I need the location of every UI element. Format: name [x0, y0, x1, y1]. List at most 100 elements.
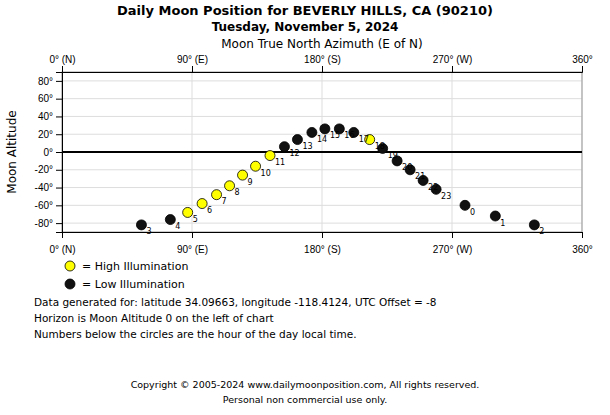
point	[490, 211, 500, 221]
hour-label: 10	[261, 169, 271, 178]
hour-label: 8	[235, 188, 240, 197]
point	[265, 151, 275, 161]
hour-label: 18	[375, 142, 385, 151]
tick: 360°	[572, 54, 593, 72]
hour-label: 0	[470, 208, 475, 217]
title: Daily Moon Position for BEVERLY HILLS, C…	[117, 3, 493, 18]
tick: -60°	[35, 200, 62, 211]
x-axis-top: 0° (N) 90° (E) 180° (S) 270° (W) 360°	[49, 54, 592, 73]
tick: -20°	[35, 164, 62, 175]
series	[183, 135, 375, 218]
tick-label: -80°	[35, 218, 53, 229]
tick-label: 0°	[43, 147, 53, 158]
hour-label: 15	[330, 131, 340, 140]
horizon-line	[62, 151, 582, 153]
tick-label: 360°	[572, 244, 593, 255]
legend: = High Illumination = Low Illumination	[65, 260, 188, 291]
credits: Copyright © 2005-2024 www.dailymoonposit…	[131, 379, 480, 405]
tick-mark	[582, 66, 583, 72]
hour-label: 22	[428, 183, 438, 192]
point	[238, 170, 248, 180]
tick: 360°	[572, 232, 593, 255]
tick-mark	[192, 66, 193, 72]
tick-label: 360°	[572, 54, 593, 65]
hour-label: 21	[415, 172, 425, 181]
chart-svg: Daily Moon Position for BEVERLY HILLS, C…	[0, 0, 610, 415]
tick-mark	[62, 66, 63, 72]
tick: -40°	[35, 182, 62, 193]
legend-label: = High Illumination	[82, 260, 188, 273]
tick-label: 270° (W)	[433, 244, 473, 255]
tick-mark	[56, 188, 62, 189]
tick: 60°	[38, 93, 62, 104]
hour-label: 9	[248, 178, 253, 187]
tick-mark	[582, 232, 583, 238]
tick-mark	[56, 81, 62, 82]
point	[307, 127, 317, 137]
footer-line: Numbers below the circles are the hour o…	[34, 328, 357, 340]
point-labels: 56789101118341213141516171920212223012	[146, 131, 544, 236]
hour-label: 4	[175, 222, 180, 231]
grid-line-y	[62, 205, 582, 206]
tick: 0° (N)	[49, 232, 75, 255]
tick: 0°	[43, 147, 62, 158]
hour-label: 17	[359, 135, 369, 144]
hour-label: 6	[207, 206, 212, 215]
tick-label: 0° (N)	[49, 244, 75, 255]
point	[279, 142, 289, 152]
tick-label: -40°	[35, 182, 53, 193]
grid-line-y	[62, 80, 582, 81]
axis-line	[63, 233, 583, 239]
legend-label: = Low Illumination	[82, 278, 185, 291]
tick-label: 0° (N)	[49, 54, 75, 65]
tick-mark	[322, 232, 323, 238]
tick-label: 90° (E)	[177, 244, 208, 255]
hour-label: 19	[388, 151, 398, 160]
grid-line-y	[62, 187, 582, 188]
footer: Data generated for: latitude 34.09663, l…	[34, 296, 437, 340]
tick: 180° (S)	[304, 54, 341, 72]
point	[165, 215, 175, 225]
point	[292, 135, 302, 145]
hour-label: 5	[193, 215, 198, 224]
tick: 0° (N)	[49, 54, 75, 72]
axis-line	[63, 66, 583, 73]
plot-frame	[62, 72, 582, 232]
hour-label: 13	[302, 142, 312, 151]
tick-label: -20°	[35, 164, 53, 175]
tick-label: 180° (S)	[304, 54, 341, 65]
credit-line: Copyright © 2005-2024 www.dailymoonposit…	[131, 379, 480, 390]
tick-mark	[56, 116, 62, 117]
grid-line-y	[62, 169, 582, 170]
point	[460, 200, 470, 210]
tick-mark	[56, 170, 62, 171]
tick: 90° (E)	[177, 54, 208, 72]
series	[136, 124, 539, 230]
tick: 180° (S)	[304, 232, 341, 255]
tick-mark	[452, 66, 453, 72]
tick: 20°	[38, 129, 62, 140]
tick-mark	[322, 66, 323, 72]
hour-label: 20	[402, 163, 412, 172]
tick: 270° (W)	[433, 54, 473, 72]
tick: 90° (E)	[177, 232, 208, 255]
tick-label: 80°	[38, 76, 53, 87]
point	[212, 190, 222, 200]
tick-label: 180° (S)	[304, 244, 341, 255]
grid-line-y	[62, 152, 582, 153]
tick-mark	[56, 223, 62, 224]
point	[529, 220, 539, 230]
x-axis-title: Moon True North Azimuth (E of N)	[221, 37, 423, 51]
footer-line: Data generated for: latitude 34.09663, l…	[34, 296, 437, 308]
tick: 80°	[38, 76, 62, 87]
hour-label: 2	[539, 227, 544, 236]
tick-label: 20°	[38, 129, 53, 140]
tick-mark	[192, 232, 193, 238]
point	[183, 207, 193, 217]
y-axis: -80° -60° -40° -20° 0° 20° 40° 60° 80°	[35, 73, 63, 233]
tick-mark	[56, 152, 62, 153]
plot-area	[62, 124, 582, 230]
y-axis-title: Moon Altitude	[5, 110, 19, 193]
grid-line-y	[62, 98, 582, 99]
tick-label: 40°	[38, 111, 53, 122]
